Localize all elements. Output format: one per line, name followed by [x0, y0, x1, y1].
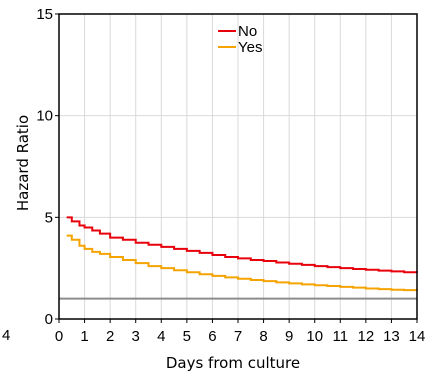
y-tick-labels: 0 5 10 15	[36, 6, 59, 328]
legend-label-no: No	[238, 23, 257, 40]
x-tick-label: 7	[234, 328, 242, 345]
series-line-no	[66, 216, 418, 274]
x-tick-label: 9	[285, 328, 293, 345]
series-layer	[66, 216, 418, 292]
x-tick-label: 1	[80, 328, 88, 345]
grid	[58, 13, 418, 320]
left-edge-fragment: 4	[2, 327, 10, 344]
x-axis-title: Days from culture	[166, 354, 300, 372]
y-tick-label: 5	[45, 209, 53, 226]
x-tick-label: 4	[157, 328, 165, 345]
y-tick-label: 15	[36, 6, 53, 23]
x-tick-label: 13	[383, 328, 400, 345]
x-tick-label: 0	[55, 328, 63, 345]
series-line-yes	[66, 234, 418, 292]
x-tick-label: 10	[306, 328, 323, 345]
y-axis-title: Hazard Ratio	[14, 115, 32, 211]
y-tick-label: 10	[36, 108, 53, 125]
x-tick-label: 2	[106, 328, 114, 345]
x-tick-label: 8	[259, 328, 267, 345]
x-tick-label: 3	[132, 328, 140, 345]
x-tick-label: 12	[358, 328, 375, 345]
x-tick-label: 11	[332, 328, 348, 345]
x-tick-label: 5	[183, 328, 191, 345]
x-tick-labels: 0 1 2 3 4 5 6 7 8 9 10 11 12 13 14	[55, 319, 425, 345]
y-tick-label: 0	[45, 311, 53, 328]
x-tick-label: 6	[208, 328, 216, 345]
x-tick-label: 14	[409, 328, 425, 345]
legend-label-yes: Yes	[238, 39, 262, 56]
